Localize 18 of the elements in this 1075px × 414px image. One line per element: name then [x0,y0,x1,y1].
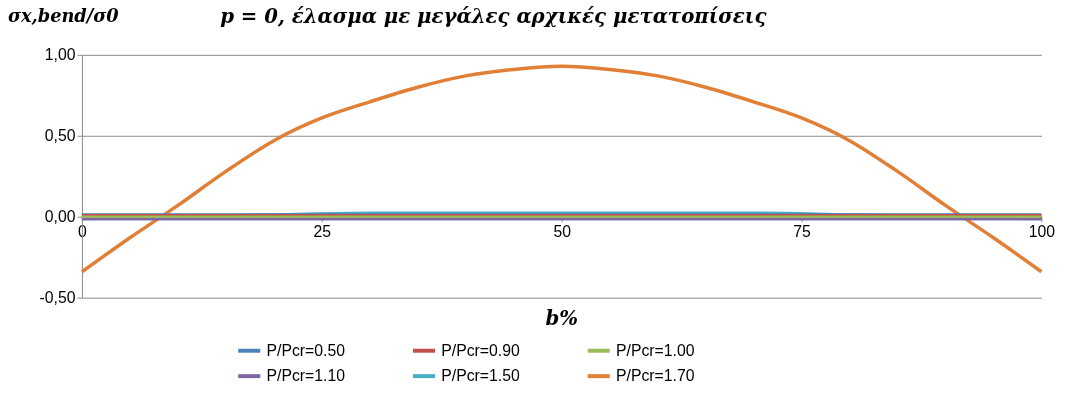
y-tick-label: 0,50 [44,127,76,145]
legend-label: P/Pcr=1.00 [615,341,695,359]
y-tick-label: 0,00 [44,208,76,226]
x-tick-label: 50 [553,222,572,240]
legend-label: P/Pcr=0.50 [266,341,346,359]
legend-label: P/Pcr=1.10 [266,367,346,385]
x-tick-label: 100 [1028,222,1056,240]
x-axis-title: b% [545,306,578,331]
y-tick-label: -0,50 [39,289,76,307]
legend-label: P/Pcr=0.90 [441,341,520,359]
legend-label: P/Pcr=1.50 [441,367,520,385]
x-tick-label: 0 [78,222,88,240]
x-tick-label: 25 [313,222,332,240]
y-tick-label: 1,00 [44,46,76,64]
legend-label: P/Pcr=1.70 [615,367,695,385]
chart-title: p = 0, έλασμα με μεγάλες αρχικές μετατοπίσεις [220,4,768,29]
x-tick-label: 75 [793,222,812,240]
y-axis-title: σx,bend/σ0 [7,5,120,27]
